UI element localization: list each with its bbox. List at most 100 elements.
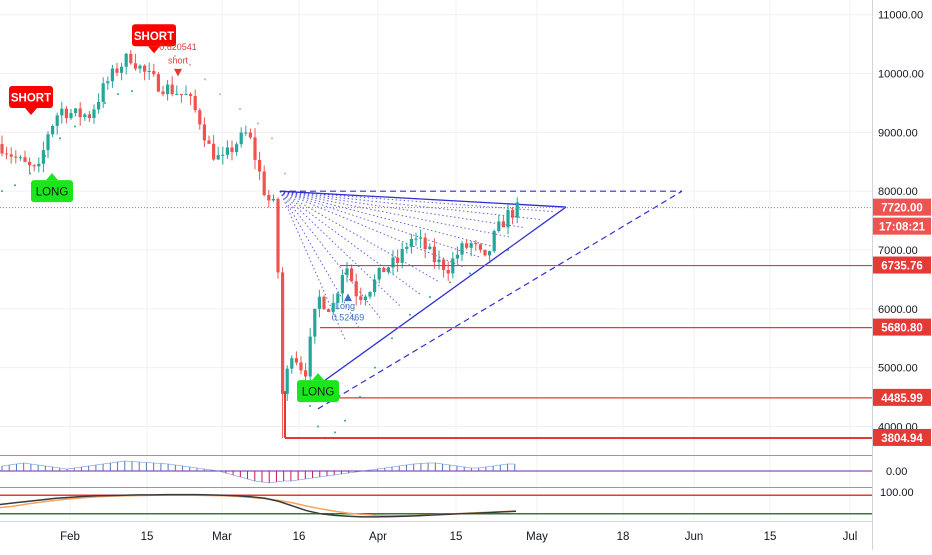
candle-body (290, 358, 294, 369)
sar-dot (469, 272, 471, 275)
level-tag-top-2 (873, 388, 931, 406)
signal-short-1: SHORT (132, 24, 176, 54)
candle-body (41, 150, 45, 164)
candle-body (147, 70, 151, 72)
candle (69, 109, 73, 120)
candle (478, 243, 482, 253)
candle-body (60, 108, 64, 116)
candle-body (423, 237, 427, 250)
candle-body (331, 302, 335, 312)
candle-body (14, 156, 18, 158)
candle-body (143, 65, 147, 72)
candle (446, 261, 450, 281)
signal-short-0: SHORT (9, 86, 53, 116)
sar-dot (74, 125, 76, 128)
candle (382, 267, 386, 273)
candle (474, 239, 478, 251)
sar-dot (174, 54, 176, 57)
candle (405, 243, 409, 254)
candle-body (409, 239, 413, 247)
candle (469, 240, 473, 257)
candle-body (511, 209, 515, 218)
candle-body (262, 171, 266, 196)
candle (281, 267, 285, 438)
candle (391, 250, 395, 275)
candle (60, 101, 64, 124)
candle (400, 242, 404, 269)
candle (313, 308, 317, 344)
candle-body (488, 251, 492, 256)
candle (101, 77, 105, 108)
time-tick-0: Feb (60, 531, 80, 543)
signal-pointer (46, 173, 58, 181)
candle-body (189, 94, 193, 97)
candle-body (382, 267, 386, 273)
fan-line-12 (279, 190, 361, 330)
candle (455, 246, 459, 264)
annotation-1: short (168, 56, 189, 66)
candle-body (64, 108, 68, 119)
price-tick-6: 5000.00 (878, 363, 918, 375)
fan-line-13 (279, 190, 346, 340)
candle (423, 232, 427, 259)
fan-line-10 (279, 190, 401, 307)
candle (166, 79, 170, 101)
price-tick-3: 8000.00 (878, 186, 918, 198)
candle (428, 243, 432, 250)
current-price-label-top: 7720.00 (881, 203, 923, 215)
candle-body (198, 110, 202, 125)
candle-body (133, 63, 137, 69)
candle (170, 76, 174, 97)
sar-dot (334, 431, 336, 434)
candle-body (391, 257, 395, 268)
candle-body (400, 248, 404, 263)
candle-body (212, 143, 216, 160)
candle-body (492, 231, 496, 252)
candle (97, 93, 101, 114)
candle (373, 274, 377, 297)
sar-dot (219, 93, 221, 96)
candle-body (216, 155, 220, 160)
candle-body (405, 246, 409, 249)
candle (51, 124, 55, 138)
candle-body (138, 65, 142, 69)
candle (64, 106, 68, 124)
candle (267, 189, 271, 208)
candle-body (354, 281, 358, 297)
candle (87, 111, 91, 123)
candle (41, 141, 45, 173)
candles (0, 50, 519, 438)
candle-body (478, 244, 482, 250)
candle (216, 146, 220, 160)
candle-body (32, 165, 36, 167)
candle (198, 108, 202, 130)
time-axis-bg (0, 522, 872, 550)
candle (37, 157, 41, 173)
level-label-top-1: 5680.80 (881, 323, 923, 335)
indicator2-level-label: 100.00 (880, 487, 914, 499)
level-tag-top-3 (873, 428, 931, 446)
candle-body (129, 53, 133, 64)
long-arrow (344, 293, 352, 302)
candle (506, 204, 510, 235)
candle (147, 62, 151, 80)
candle-body (437, 259, 441, 263)
signal-long-2: LONG (31, 173, 73, 203)
candle (212, 135, 216, 161)
candle-body (18, 157, 22, 159)
candle (331, 293, 335, 314)
candle (442, 257, 446, 278)
candle (23, 150, 27, 163)
candle-body (175, 93, 179, 95)
candle (244, 125, 248, 136)
candle (308, 328, 312, 383)
signal-pointer (312, 373, 324, 381)
candle (74, 107, 78, 117)
sar-dot (429, 296, 431, 299)
candle-body (258, 159, 262, 172)
candle (515, 197, 519, 224)
candle-body (74, 108, 78, 114)
signals: SHORT SHORT LONG LONG 0.620541 short Long 0.524… (9, 24, 364, 403)
